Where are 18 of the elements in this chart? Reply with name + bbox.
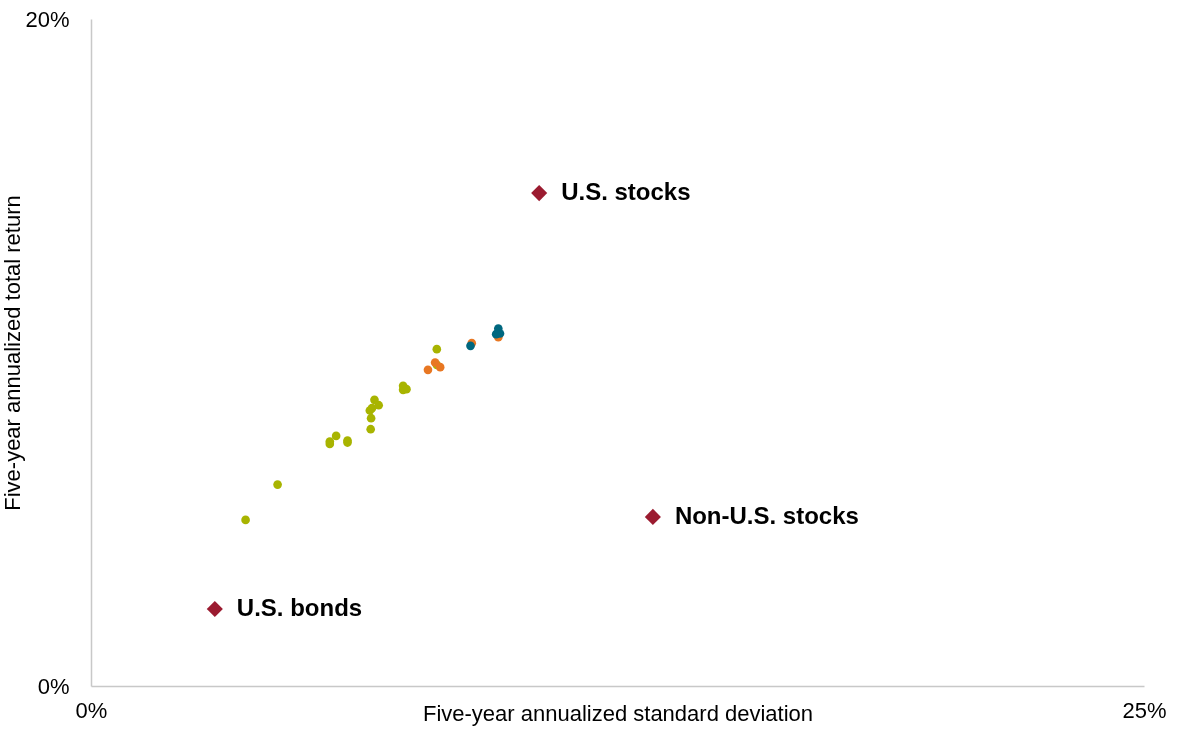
point	[273, 480, 282, 489]
annotation: U.S. stocks	[561, 178, 691, 206]
point	[331, 431, 341, 441]
point	[531, 185, 548, 202]
point	[206, 600, 223, 618]
point	[241, 515, 250, 525]
point	[432, 344, 442, 354]
annotation: U.S. bonds	[236, 593, 363, 621]
point	[370, 395, 379, 405]
point	[374, 400, 384, 410]
point	[366, 424, 376, 434]
annotation: Non-U.S. stocks	[674, 501, 859, 529]
x-tick-label: 25%	[1122, 697, 1167, 723]
y-tick-label: 20%	[25, 6, 70, 32]
point	[644, 508, 661, 525]
x-axis-title: Five-year annualized standard deviation	[422, 700, 814, 726]
y-axis-title: Five-year annualized total return	[0, 195, 26, 511]
point	[423, 365, 433, 375]
